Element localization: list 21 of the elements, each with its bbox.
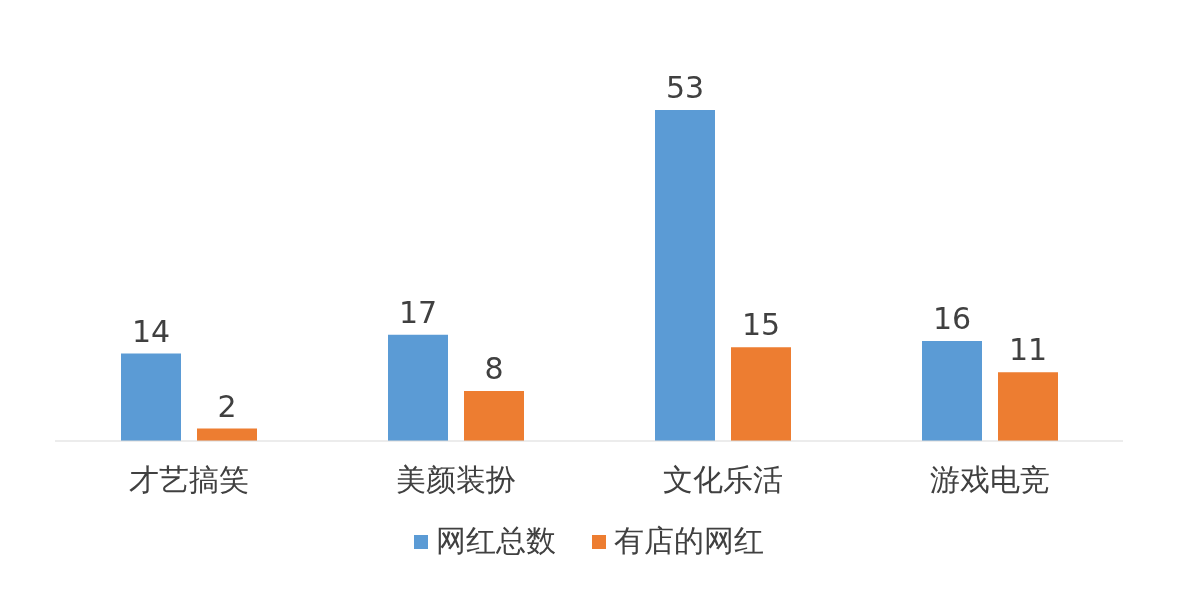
data-label: 8: [484, 351, 504, 387]
x-tick-label: 美颜装扮: [395, 462, 516, 498]
data-label: 14: [131, 313, 171, 349]
bar: [655, 110, 715, 441]
legend-label: 网红总数: [435, 522, 556, 560]
data-label: 11: [1008, 332, 1048, 368]
x-tick-label: 才艺搞笑: [128, 462, 249, 498]
bar: [388, 334, 448, 441]
bar: [922, 341, 982, 441]
bar: [464, 391, 524, 441]
legend-label: 有店的网红: [613, 522, 764, 560]
bar: [121, 353, 181, 441]
data-label: 2: [217, 388, 237, 424]
x-tick-label: 文化乐活: [662, 462, 783, 498]
bar: [731, 347, 791, 441]
x-tick-label: 游戏电竞: [929, 462, 1050, 498]
data-label: 15: [741, 307, 781, 343]
data-label: 16: [932, 301, 972, 337]
bar: [998, 372, 1058, 441]
data-label: 53: [665, 70, 705, 105]
data-label: 17: [398, 294, 438, 330]
